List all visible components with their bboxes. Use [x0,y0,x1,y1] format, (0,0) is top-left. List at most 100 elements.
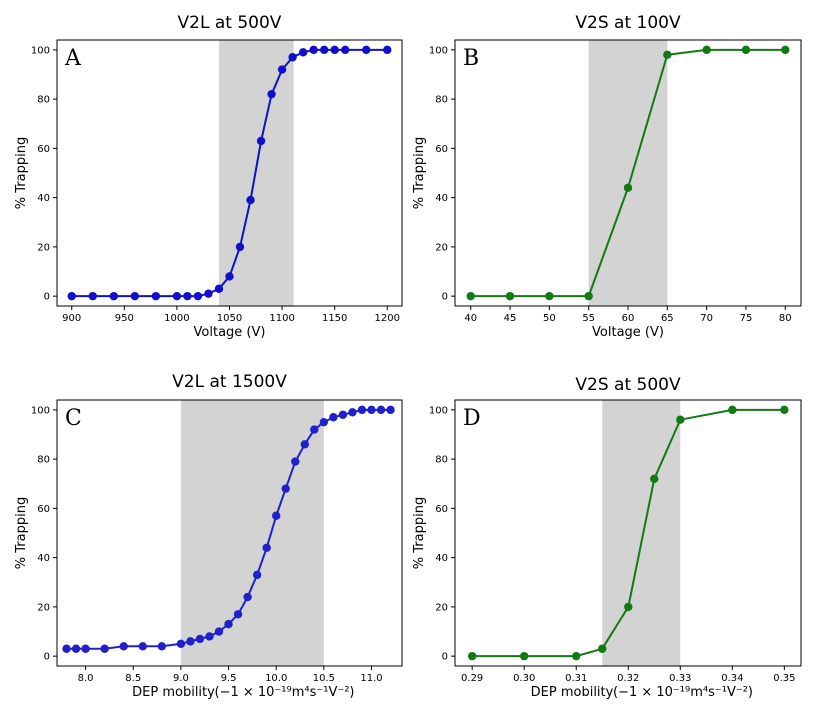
panel-c-data-point [310,425,319,434]
panel-a-x-axis-label: Voltage (V) [194,325,266,340]
panel-b-data-point [466,291,475,301]
panel-c-axes-frame [56,399,403,667]
panel-d-data-point [520,651,529,661]
panel-a-data-point [362,45,371,55]
panel-a-data-point [246,195,255,205]
panel-c: 8.0 8.5 9.0 9.5 10.0 10.5 11.0 0 20 40 60 80 100 V2L … [14,372,403,700]
panel-d-x-axis-label: DEP mobility [531,685,614,700]
panel-a-y-tick-label: 100 [31,45,50,56]
panel-a-data-point [183,291,192,301]
panel-d-data-point [650,474,659,484]
panel-b-y-tick-label: 60 [435,144,448,155]
panel-b: 40 45 50 55 60 65 70 75 80 0 20 40 60 80 100 V2S at 100… [412,13,802,340]
panel-c-data-point [81,644,90,653]
panel-c-data-point [195,634,205,644]
panel-c-y-tick-label: 0 [44,652,50,663]
panel-c-y-tick-label: 60 [37,504,50,515]
panel-b-data-point [545,291,554,301]
panel-a-data-point [383,45,392,55]
panel-c-x-axis-unit: (−1 × 10⁻¹⁹m⁴s⁻¹V⁻²) [215,685,355,700]
panel-c-data-point [300,440,309,449]
panel-b-data-point [781,45,790,55]
panel-b-letter: B [463,46,479,71]
panel-d-title: V2S at 500V [575,375,681,395]
panel-b-x-tick-label: 70 [700,313,713,324]
panel-c-data-point [271,511,281,520]
panel-c-letter: C [65,406,82,431]
panel-c-data-point [119,642,128,651]
panel-a-y-tick-label: 20 [37,242,50,253]
panel-a-data-point [256,136,266,146]
panel-a-y-tick-label: 60 [37,144,50,155]
panel-a-data-point [67,291,76,301]
panel-c-data-point [348,408,357,417]
panel-b-x-tick-label: 55 [582,313,595,324]
panel-a-x-tick-label: 1100 [269,313,294,324]
panel-d-data-point [598,644,607,653]
panel-b-y-tick-label: 0 [442,292,448,303]
panel-d-y-tick-label: 20 [435,602,448,613]
panel-a-data-point [130,291,140,301]
panel-c-x-axis-label: DEP mobility [132,685,215,700]
panel-c-data-point [291,457,300,466]
panel-a-data-point [277,65,287,74]
panel-d-y-tick-label: 60 [435,504,448,515]
panel-b-data-point [702,45,711,55]
panel-a-data-point [214,284,224,293]
panel-b-y-tick-label: 100 [429,45,448,56]
panel-b-x-tick-label: 60 [622,313,635,324]
panel-c-y-tick-label: 20 [37,602,50,613]
panel-b-x-tick-label: 45 [504,313,517,324]
panel-b-x-tick-label: 80 [779,313,792,324]
panel-d-x-tick-label: 0.29 [461,673,483,684]
panel-b-data-point [741,45,751,55]
panel-b-y-tick-label: 20 [435,242,448,253]
panel-c-x-tick-label: 11.0 [360,673,382,684]
panel-c-y-axis-label: % Trapping [14,497,29,569]
panel-a-x-tick-label: 1000 [164,313,189,324]
panel-c-data-point [71,644,81,653]
panel-a-data-point [235,242,245,252]
panel-c-data-point [176,639,186,649]
panel-b-x-axis-label: Voltage (V) [592,325,664,340]
panel-b-data-point [505,291,515,301]
panel-b-x-tick-label: 65 [661,313,674,324]
panel-d-y-tick-label: 0 [442,652,448,663]
panel-c-x-tick-label: 8.0 [78,673,94,684]
panel-c-data-point [157,642,167,651]
panel-b-data-point [623,183,633,192]
panel-c-data-point [367,405,376,415]
panel-d-x-tick-label: 0.31 [565,673,587,684]
panel-c-data-point [214,627,224,636]
panel-d-y-tick-label: 40 [435,553,448,564]
panel-c-x-tick-label: 9.0 [173,673,189,684]
panel-d: 0.29 0.30 0.31 0.32 0.33 0.34 0.35 0 20 40 60 80 100… [412,375,802,700]
panel-b-y-tick-label: 40 [435,193,448,204]
panel-d-data-point [467,651,477,661]
panel-a-y-tick-label: 40 [37,193,50,204]
panel-d-y-tick-label: 80 [435,455,448,466]
panel-a-data-point [88,291,97,301]
panel-a-data-point [298,48,308,57]
panel-a-data-point [267,89,276,99]
panel-c-data-point [138,642,147,651]
panel-a-y-axis-label: % Trapping [14,137,29,209]
panel-c-data-point [233,610,243,619]
panel-d-x-tick-label: 0.30 [513,673,535,684]
panel-b-x-tick-label: 40 [464,313,477,324]
panel-c-data-point [186,637,195,646]
panel-b-x-tick-label: 50 [543,313,556,324]
panel-d-y-tick-label: 100 [429,405,448,416]
panel-a-data-point [225,272,234,281]
panel-d-x-tick-label: 0.35 [773,673,795,684]
panel-a-data-point [151,291,161,301]
panel-c-y-tick-label: 40 [37,553,50,564]
panel-d-shaded-region [602,400,681,666]
panel-d-x-tick-label: 0.34 [721,673,743,684]
panel-a-data-point [109,291,118,301]
panel-d-data-point [572,651,581,661]
panel-d-y-axis-label: % Trapping [412,497,427,569]
panel-c-data-point [62,644,71,653]
panel-c-x-tick-label: 10.0 [265,673,287,684]
